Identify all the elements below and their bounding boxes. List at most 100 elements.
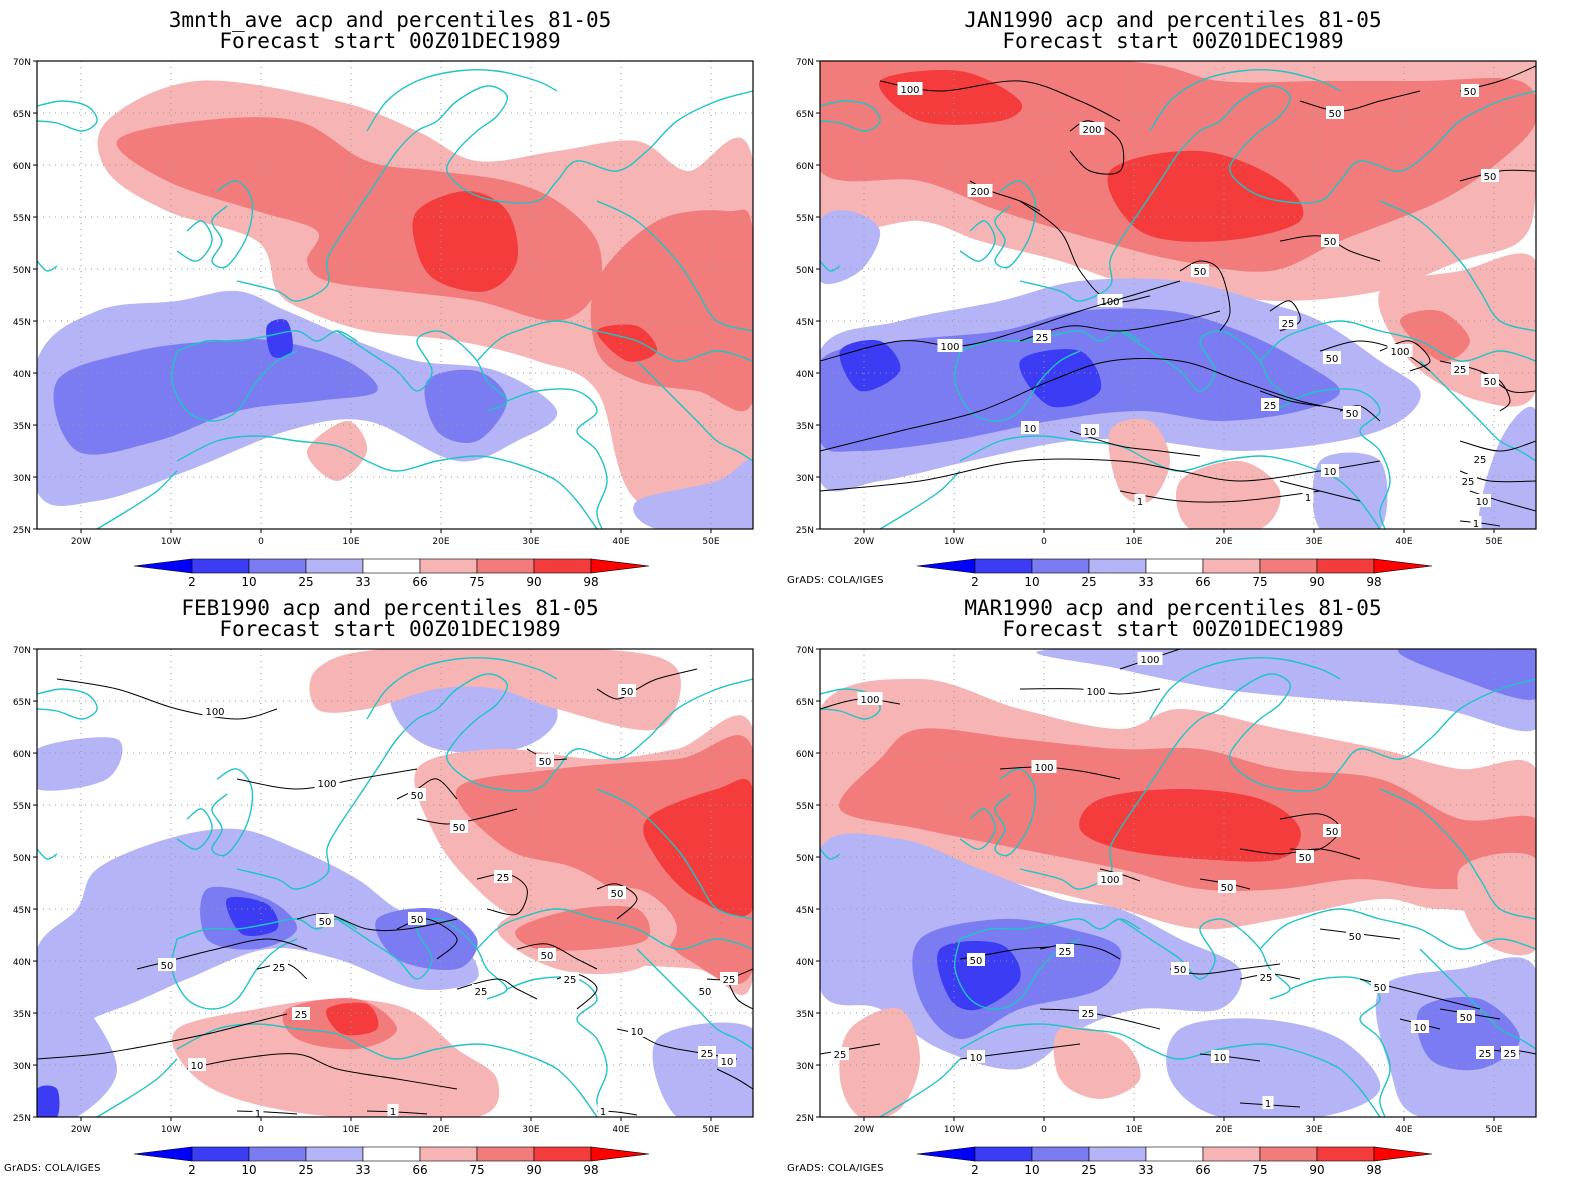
contour-label: 50 <box>539 757 552 768</box>
lat-tick-label: 40N <box>796 370 814 380</box>
colorbar-label: 75 <box>469 1163 484 1177</box>
colorbar-label: 98 <box>583 1163 598 1177</box>
contour-label: 50 <box>1484 377 1497 388</box>
lon-tick-label: 40E <box>1395 1125 1412 1135</box>
colorbar-label: 33 <box>1138 575 1153 589</box>
coastline <box>476 320 753 362</box>
coastline <box>176 330 358 352</box>
map-plot-area: 100 50 50 100 50 50 25 50 50 50 50 25 50 25 25 10 10 25 25… <box>37 649 753 1117</box>
contour-line <box>616 1028 678 1050</box>
colorbar-label: 25 <box>298 1163 313 1177</box>
contour-label: 50 <box>161 961 174 972</box>
contour-label: 50 <box>970 956 983 967</box>
shaded-region-p75 <box>455 735 753 984</box>
colorbar-label: 25 <box>1081 575 1096 589</box>
grads-credit: GrADS: COLA/IGES <box>787 575 884 586</box>
contour-label: 100 <box>1100 297 1119 308</box>
coastline <box>1379 788 1536 920</box>
contour-label: 50 <box>1464 87 1477 98</box>
lon-tick-label: 0 <box>1041 537 1047 547</box>
coastline <box>236 85 753 302</box>
shaded-region-p33 <box>37 737 123 791</box>
contour-label: 50 <box>611 889 624 900</box>
lon-tick-label: 10E <box>1125 1125 1142 1135</box>
contour-label: 50 <box>1324 237 1337 248</box>
lat-tick-label: 70N <box>13 58 31 68</box>
contour-label-bg <box>618 684 636 697</box>
map-frame <box>819 648 1537 1118</box>
colorbar-segment-p10 <box>974 1146 1033 1162</box>
panel-title-line1: 3mnth_ave acp and percentiles 81-05 <box>168 8 612 32</box>
shaded-region-p33 <box>633 459 753 529</box>
contour-label: 50 <box>699 987 712 998</box>
coastline <box>959 918 1141 940</box>
contour-line <box>1279 480 1361 502</box>
contour-label: 25 <box>1479 1049 1492 1060</box>
colorbar-label: 2 <box>971 1163 979 1177</box>
shaded-region-p90 <box>412 191 519 292</box>
contour-label-bg <box>696 984 714 997</box>
coastline <box>879 470 961 529</box>
colorbar-label: 90 <box>1309 1163 1324 1177</box>
coastline <box>1149 657 1341 720</box>
contour-line <box>1259 390 1321 407</box>
coastline <box>336 330 508 412</box>
colorbar-high-arrow <box>1373 1146 1433 1162</box>
contour-label: 50 <box>319 917 332 928</box>
contour-line <box>879 80 1121 122</box>
colorbar: 2 10 25 33 66 75 90 98 <box>916 1146 1433 1177</box>
contour-label: 100 <box>940 342 959 353</box>
gridlines <box>37 61 753 529</box>
colorbar-label: 2 <box>971 575 979 589</box>
colorbar-label: 2 <box>188 1163 196 1177</box>
contour-label-bg <box>1471 452 1489 465</box>
coastline <box>96 470 178 529</box>
contour-label: 50 <box>411 791 424 802</box>
contour-label-bg <box>1343 406 1361 419</box>
shaded-region-p33 <box>1036 649 1536 732</box>
contour-label: 50 <box>1221 883 1234 894</box>
contour-lines: 100 100 100 100 50 50 100 50 50 25 50 50 25 50 25 10 10 5… <box>820 649 1536 1110</box>
colorbar-label: 66 <box>412 1163 427 1177</box>
panel-title-line1: FEB1990 acp and percentiles 81-05 <box>181 596 599 620</box>
contour-line <box>999 766 1121 780</box>
coastline <box>476 908 753 950</box>
colorbar-segment-p10 <box>974 558 1033 574</box>
lon-tick-label: 30E <box>522 1125 539 1135</box>
colorbar-high-arrow <box>590 1146 650 1162</box>
colorbar-label: 10 <box>1024 1163 1039 1177</box>
contour-label-bg <box>408 912 426 925</box>
colorbar-label: 90 <box>1309 575 1324 589</box>
lat-tick-label: 35N <box>796 1010 814 1020</box>
contour-line <box>716 1068 753 1090</box>
lat-tick-label: 60N <box>796 750 814 760</box>
contour-label-bg <box>292 1007 310 1020</box>
contour-label-bg <box>158 958 176 971</box>
contour-label: 200 <box>1082 125 1101 136</box>
map-panel-mar1990: MAR1990 acp and percentiles 81-05 Foreca… <box>783 588 1563 1186</box>
colorbar-label: 98 <box>1366 1163 1381 1177</box>
colorbar-label: 33 <box>355 1163 370 1177</box>
shaded-region-p25 <box>1397 649 1536 700</box>
colorbar-segment-p90 <box>1316 558 1375 574</box>
lon-tick-label: 10W <box>944 1125 964 1135</box>
lon-tick-label: 20W <box>854 1125 874 1135</box>
contour-label: 100 <box>1086 687 1105 698</box>
colorbar-label: 90 <box>526 1163 541 1177</box>
coastline <box>536 1058 598 1117</box>
colorbar-segment-p33 <box>305 558 364 574</box>
contour-label-bg <box>608 886 626 899</box>
contour-label-bg <box>1031 760 1057 773</box>
lat-tick-label: 45N <box>13 318 31 328</box>
lat-tick-label: 35N <box>796 422 814 432</box>
lat-tick-label: 25N <box>796 526 814 536</box>
contour-label: 10 <box>1024 424 1037 435</box>
contour-line <box>1019 310 1221 342</box>
contour-label: 1 <box>1473 519 1479 530</box>
contour-line <box>820 280 1181 362</box>
contour-line <box>37 1013 288 1060</box>
colorbar-segment-p33 <box>1088 1146 1147 1162</box>
coastline <box>170 350 298 422</box>
contour-label: 100 <box>205 707 224 718</box>
colorbar-segment-p75 <box>476 1146 535 1162</box>
